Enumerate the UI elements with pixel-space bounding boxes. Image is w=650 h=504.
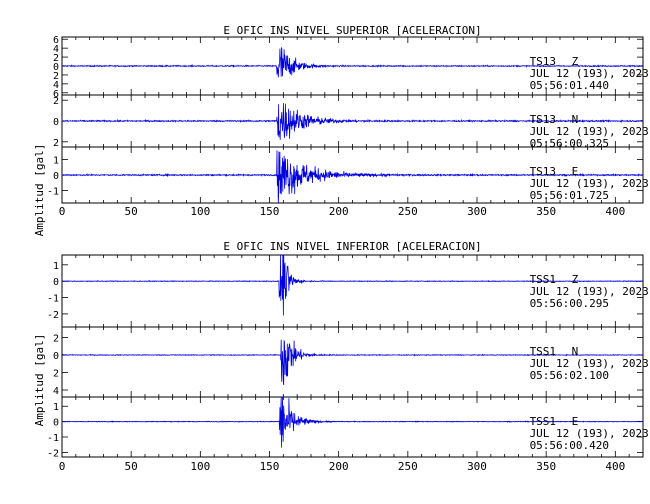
waveform-line <box>61 103 644 140</box>
y-tick-label: -2 <box>47 448 59 459</box>
station-name: TS13 <box>530 113 557 126</box>
y-tick-label: 0 <box>53 117 59 128</box>
record-date: JUL 12 (193), 2023 <box>530 67 649 80</box>
y-tick-label: 0 <box>53 62 59 73</box>
x-tick-label: 200 <box>329 205 349 218</box>
y-tick-label: 1 <box>53 261 59 272</box>
record-date: JUL 12 (193), 2023 <box>530 285 649 298</box>
x-tick-label: 150 <box>260 205 280 218</box>
y-tick-label: 2 <box>53 96 59 107</box>
x-tick-label: 100 <box>190 460 210 473</box>
x-tick-label: 250 <box>398 205 418 218</box>
x-tick-label: 400 <box>605 205 625 218</box>
y-axis-label: Amplitud [gal] <box>33 144 46 237</box>
waveform-line <box>61 254 644 316</box>
y-tick-label: 1 <box>53 402 59 413</box>
y-tick-label: 2 <box>53 138 59 149</box>
station-name: TS13 <box>530 165 557 178</box>
chart-title: E OFIC INS NIVEL SUPERIOR [ACELERACION] <box>223 24 481 37</box>
x-tick-label: 200 <box>329 460 349 473</box>
y-tick-label: 6 <box>53 89 59 100</box>
x-tick-label: 150 <box>260 460 280 473</box>
y-tick-label: 4 <box>53 386 59 397</box>
y-tick-label: 2 <box>53 334 59 345</box>
record-time: 05:56:01.440 <box>530 79 609 92</box>
waveform-line <box>62 396 644 448</box>
record-date: JUL 12 (193), 2023 <box>530 357 649 370</box>
x-tick-label: 300 <box>467 205 487 218</box>
component-label: N <box>572 113 579 126</box>
component-label: N <box>572 345 579 358</box>
component-label: Z <box>572 273 579 286</box>
y-tick-label: -1 <box>47 187 59 198</box>
y-tick-label: 4 <box>53 44 59 55</box>
y-tick-label: -1 <box>47 294 59 305</box>
y-tick-label: 0 <box>53 277 59 288</box>
waveform-line <box>61 46 644 78</box>
record-time: 05:56:01.725 <box>530 189 609 202</box>
x-tick-label: 100 <box>190 205 210 218</box>
y-tick-label: 0 <box>53 351 59 362</box>
x-tick-label: 400 <box>605 460 625 473</box>
station-name: TSS1 <box>530 273 557 286</box>
y-tick-label: -1 <box>47 433 59 444</box>
waveform-line <box>61 150 644 203</box>
x-tick-label: 250 <box>398 460 418 473</box>
y-tick-label: 2 <box>53 369 59 380</box>
x-tick-label: 0 <box>59 460 66 473</box>
station-name: TSS1 <box>530 345 557 358</box>
y-tick-label: 2 <box>53 53 59 64</box>
record-time: 05:56:00.420 <box>530 439 609 452</box>
y-tick-label: 0 <box>53 418 59 429</box>
y-tick-label: 6 <box>53 35 59 46</box>
chart-panel-2: E OFIC INS NIVEL INFERIOR [ACELERACION] A… <box>33 240 649 473</box>
y-tick-label: 0 <box>53 171 59 182</box>
component-label: Z <box>572 55 579 68</box>
y-axis-label: Amplitud [gal] <box>33 334 46 427</box>
record-time: 05:56:00.295 <box>530 297 609 310</box>
y-tick-label: 1 <box>53 155 59 166</box>
x-tick-label: 300 <box>467 460 487 473</box>
x-tick-label: 350 <box>536 205 556 218</box>
record-date: JUL 12 (193), 2023 <box>530 125 649 138</box>
chart-title: E OFIC INS NIVEL INFERIOR [ACELERACION] <box>223 240 481 253</box>
station-name: TS13 <box>530 55 557 68</box>
y-tick-label: 2 <box>53 71 59 82</box>
waveform-line <box>61 339 644 386</box>
record-date: JUL 12 (193), 2023 <box>530 427 649 440</box>
component-label: E <box>572 165 579 178</box>
record-time: 05:56:02.100 <box>530 369 609 382</box>
record-time: 05:56:00.325 <box>530 137 609 150</box>
x-tick-label: 350 <box>536 460 556 473</box>
y-tick-label: -2 <box>47 310 59 321</box>
station-name: TSS1 <box>530 415 557 428</box>
x-tick-label: 50 <box>125 205 138 218</box>
y-tick-label: 4 <box>53 80 59 91</box>
x-tick-label: 50 <box>125 460 138 473</box>
x-tick-label: 0 <box>59 205 66 218</box>
component-label: E <box>572 415 579 428</box>
chart-panel-1: E OFIC INS NIVEL SUPERIOR [ACELERACION] A… <box>33 24 649 236</box>
record-date: JUL 12 (193), 2023 <box>530 177 649 190</box>
